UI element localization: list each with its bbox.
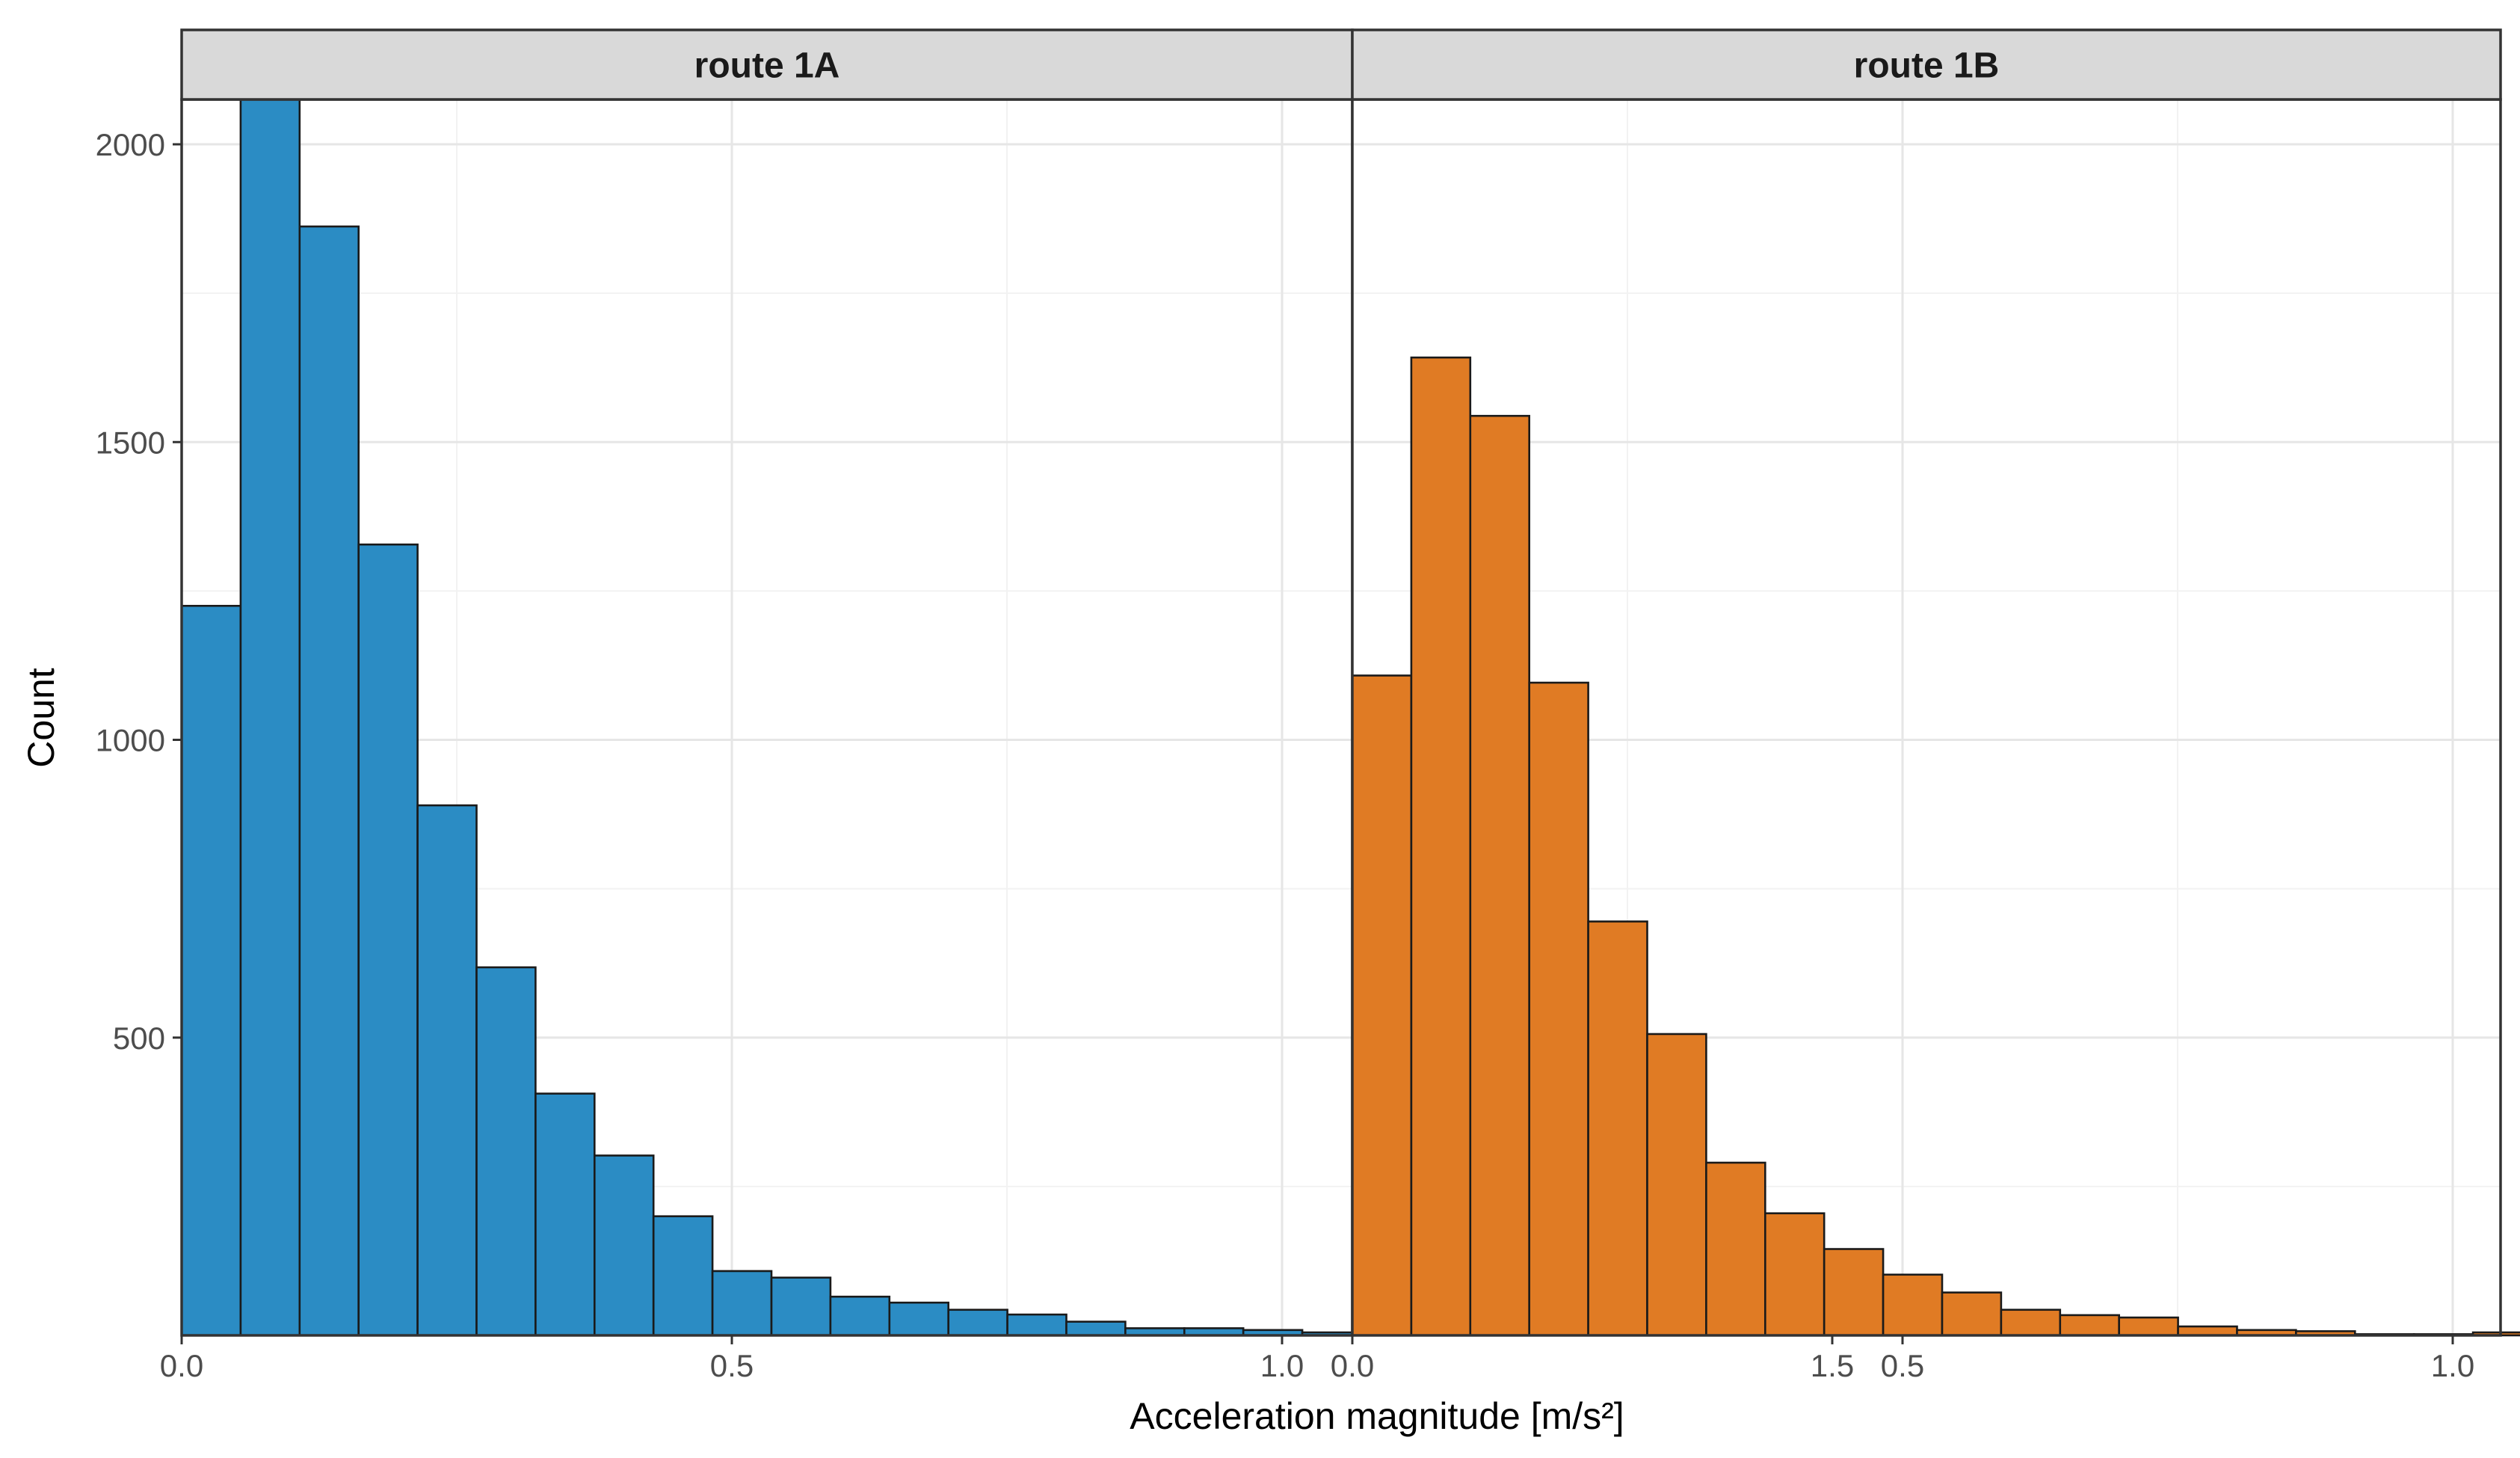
histogram-bar: [1528, 681, 1589, 1337]
histogram-bar: [829, 1295, 891, 1337]
histogram-bar: [2471, 1331, 2520, 1337]
histogram-bar: [1705, 1161, 1766, 1337]
x-tick-label: 0.5: [1881, 1348, 1924, 1383]
panel-1: route 1A: [180, 28, 1834, 1337]
histogram-bar: [770, 1276, 832, 1337]
histogram-bar: [180, 604, 242, 1337]
panels-layer: route 1A route 1B: [180, 28, 2520, 1337]
x-tick-label: 1.0: [2431, 1348, 2474, 1383]
histogram-bar: [1646, 1033, 1707, 1337]
histogram-bar: [1351, 674, 1413, 1337]
y-tick-label: 2000: [96, 127, 165, 162]
histogram-bar: [1065, 1320, 1127, 1337]
histogram-bar: [416, 804, 478, 1337]
histogram-bar: [1941, 1291, 2003, 1337]
histogram-bar: [1410, 356, 1472, 1337]
panel-2: route 1B: [1351, 28, 2520, 1337]
axes-layer: 0.00.51.01.50.00.51.01.5500100015002000: [96, 127, 2475, 1383]
histogram-bar: [535, 1092, 596, 1337]
x-tick-label: 0.0: [1331, 1348, 1374, 1383]
y-tick-label: 1000: [96, 723, 165, 758]
histogram-bar: [2177, 1325, 2238, 1337]
histogram-bar: [593, 1154, 655, 1337]
x-tick-label: 1.0: [1260, 1348, 1304, 1383]
x-tick-label: 0.5: [710, 1348, 754, 1383]
histogram-bar: [298, 225, 360, 1337]
histogram-bar: [711, 1270, 773, 1337]
histogram-bar: [357, 543, 419, 1337]
y-axis-title: Count: [20, 668, 62, 768]
y-tick-label: 1500: [96, 425, 165, 460]
histogram-bar: [475, 966, 537, 1337]
x-tick-label: 0.0: [160, 1348, 203, 1383]
facet-strip-label: route 1B: [1854, 46, 2000, 86]
histogram-bar: [1469, 414, 1530, 1337]
facet-strip: [1351, 28, 2502, 101]
histogram-bar: [1587, 920, 1648, 1337]
facet-strip-label: route 1A: [694, 46, 840, 86]
x-tick-label: 1.5: [1811, 1348, 1854, 1383]
histogram-bar: [1882, 1273, 1944, 1337]
x-axis-title: Acceleration magnitude [m/s²]: [1130, 1395, 1624, 1437]
histogram-bar: [2000, 1308, 2062, 1337]
histogram-bar: [1006, 1313, 1068, 1337]
histogram-bar: [239, 95, 301, 1337]
histogram-bar: [1763, 1212, 1826, 1337]
histogram-bar: [947, 1308, 1008, 1337]
y-tick-label: 500: [113, 1021, 165, 1056]
histogram-bar: [888, 1301, 949, 1337]
histogram-bar: [2059, 1314, 2120, 1337]
histogram-bar: [2118, 1316, 2179, 1337]
histogram-bar: [1823, 1248, 1885, 1337]
histogram-bar: [652, 1215, 714, 1337]
